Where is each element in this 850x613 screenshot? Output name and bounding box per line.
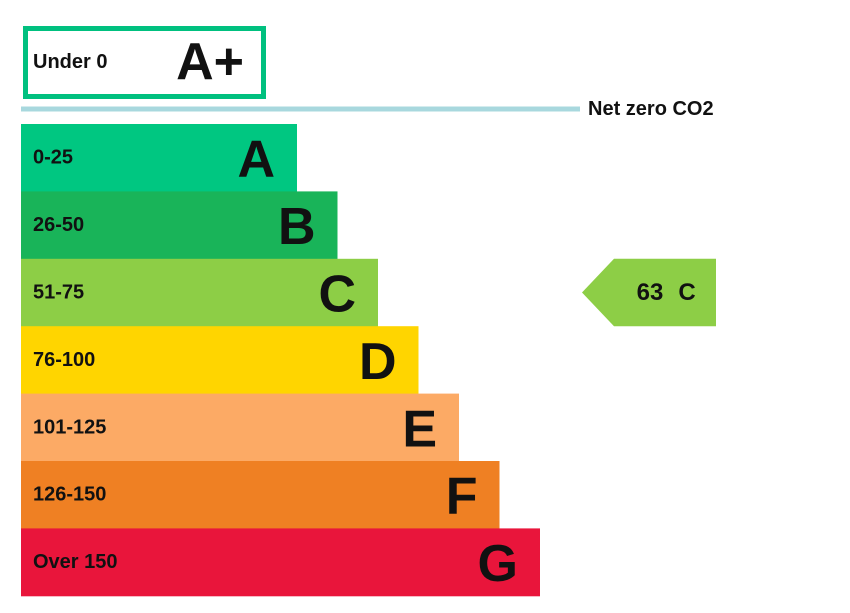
band-letter: D: [359, 333, 397, 391]
top-band-range: Under 0: [33, 51, 107, 73]
net-zero-label: Net zero CO2: [588, 98, 714, 120]
band-range: 101-125: [33, 416, 106, 438]
band-letter: A: [237, 131, 275, 189]
band-letter: F: [446, 468, 478, 526]
band-letter: B: [278, 198, 316, 256]
band-letter: E: [402, 400, 437, 458]
band-bar: [21, 393, 459, 462]
band-bar: [21, 191, 338, 260]
band-range: 26-50: [33, 214, 84, 236]
band-letter: G: [478, 535, 518, 593]
band-bar: [21, 258, 378, 327]
current-score: 63: [637, 279, 664, 306]
top-band-box: [23, 26, 266, 99]
current-rating-arrow: [582, 258, 716, 327]
band-range: 51-75: [33, 282, 84, 304]
top-band-letter: A+: [176, 33, 244, 91]
band-range: 76-100: [33, 349, 95, 371]
band-range: 126-150: [33, 484, 106, 506]
band-bar: [21, 326, 419, 395]
band-range: 0-25: [33, 147, 73, 169]
band-letter: C: [318, 266, 356, 324]
band-bar: [21, 461, 500, 529]
band-bar: [21, 528, 540, 597]
band-range: Over 150: [33, 551, 118, 573]
band-bar: [21, 124, 297, 192]
current-letter: C: [678, 279, 695, 306]
